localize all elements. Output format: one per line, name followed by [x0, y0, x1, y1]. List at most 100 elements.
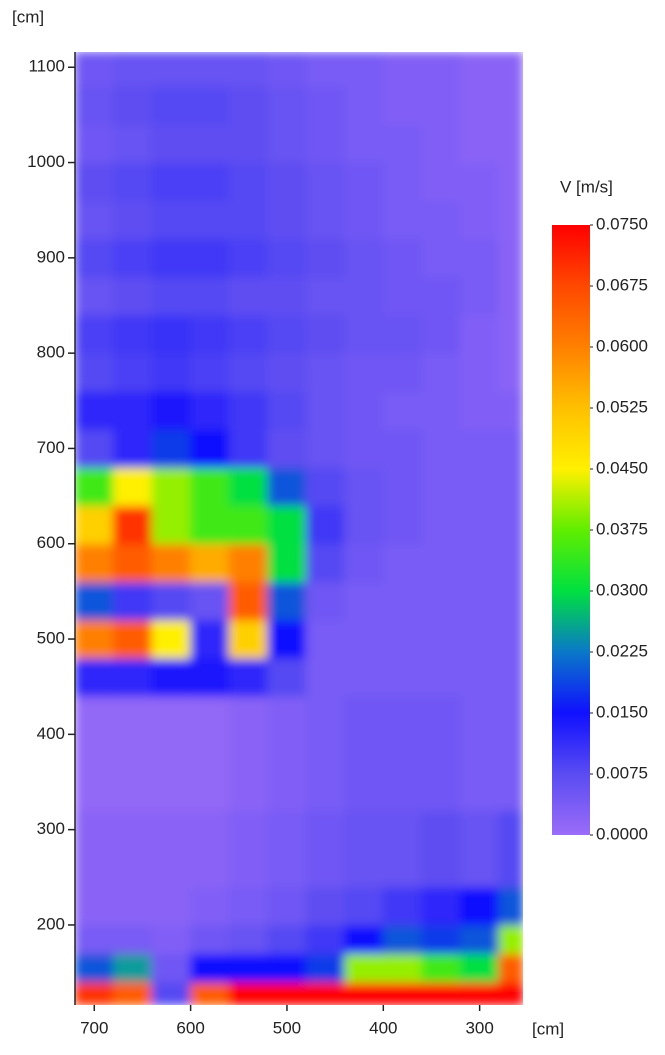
- heat-cell: [382, 505, 423, 545]
- heat-cell: [305, 162, 346, 202]
- heat-cell: [75, 924, 115, 955]
- heat-cell: [344, 581, 384, 621]
- heat-cell: [113, 953, 153, 983]
- heat-cell: [305, 85, 346, 125]
- heat-cell: [459, 238, 500, 278]
- heat-cell: [421, 981, 461, 1005]
- heat-cell: [151, 733, 192, 773]
- heat-cell: [498, 276, 523, 316]
- heat-cell: [421, 848, 461, 888]
- heat-cell: [113, 848, 153, 888]
- heat-cell: [459, 314, 500, 354]
- heat-cell: [382, 848, 423, 888]
- heat-cell: [267, 505, 307, 545]
- heat-cell: [344, 123, 384, 164]
- heat-cell: [267, 52, 307, 87]
- heat-cell: [75, 276, 115, 316]
- heat-cell: [151, 314, 192, 354]
- heat-cell: [344, 52, 384, 87]
- heat-cell: [151, 848, 192, 888]
- heat-cell: [344, 543, 384, 583]
- heat-cell: [305, 695, 346, 735]
- heat-cell: [344, 85, 384, 125]
- heat-cell: [267, 733, 307, 773]
- heat-cell: [421, 810, 461, 850]
- heat-cell: [113, 581, 153, 621]
- heat-cell: [344, 314, 384, 354]
- heat-cell: [228, 886, 269, 926]
- heat-cell: [113, 657, 153, 697]
- heat-cell: [113, 810, 153, 850]
- heat-cell: [382, 810, 423, 850]
- colorbar-tick-label: 0.0000: [596, 824, 648, 843]
- heat-cell: [459, 657, 500, 697]
- heat-cell: [267, 581, 307, 621]
- heat-cell: [421, 467, 461, 507]
- heat-cell: [305, 123, 346, 164]
- heat-cell: [498, 953, 523, 983]
- heat-cell: [344, 467, 384, 507]
- colorbar-tick-label: 0.0225: [596, 641, 648, 660]
- heat-cell: [459, 467, 500, 507]
- heat-cell: [151, 953, 192, 983]
- heat-cell: [498, 428, 523, 469]
- heat-cell: [459, 352, 500, 392]
- heat-cell: [344, 352, 384, 392]
- heat-cell: [190, 505, 230, 545]
- heat-cell: [382, 924, 423, 955]
- heat-cell: [228, 238, 269, 278]
- heat-cell: [151, 467, 192, 507]
- heat-cell: [228, 581, 269, 621]
- heat-cell: [498, 505, 523, 545]
- heat-cell: [498, 581, 523, 621]
- y-axis-label: [cm]: [12, 7, 44, 26]
- y-tick-label: 900: [37, 247, 65, 266]
- heat-cell: [459, 162, 500, 202]
- heat-cell: [421, 352, 461, 392]
- heat-cell: [113, 619, 153, 659]
- heat-cell: [267, 848, 307, 888]
- heat-cell: [113, 543, 153, 583]
- heat-cell: [305, 733, 346, 773]
- heat-cell: [498, 162, 523, 202]
- heat-cell: [344, 276, 384, 316]
- heat-cell: [228, 123, 269, 164]
- heat-cell: [75, 733, 115, 773]
- heat-cell: [267, 886, 307, 926]
- x-tick-label: 700: [80, 1018, 108, 1037]
- heat-cell: [113, 123, 153, 164]
- heat-cell: [267, 981, 307, 1005]
- heat-cell: [190, 85, 230, 125]
- heat-cell: [382, 953, 423, 983]
- heat-cell: [190, 543, 230, 583]
- heat-cell: [151, 771, 192, 812]
- heat-cell: [382, 123, 423, 164]
- heat-cell: [228, 543, 269, 583]
- colorbar-tick-label: 0.0750: [596, 214, 648, 233]
- heat-cell: [113, 238, 153, 278]
- heat-cell: [190, 238, 230, 278]
- heatmap-cells: [75, 52, 523, 1005]
- heat-cell: [190, 200, 230, 240]
- heat-cell: [498, 200, 523, 240]
- heat-cell: [421, 619, 461, 659]
- heat-cell: [382, 467, 423, 507]
- heat-cell: [228, 981, 269, 1005]
- heat-cell: [382, 352, 423, 392]
- heat-cell: [382, 581, 423, 621]
- heat-cell: [228, 467, 269, 507]
- heat-cell: [228, 953, 269, 983]
- heat-cell: [190, 733, 230, 773]
- heat-cell: [190, 467, 230, 507]
- heat-cell: [151, 162, 192, 202]
- heat-cell: [75, 123, 115, 164]
- heat-cell: [305, 543, 346, 583]
- heat-cell: [113, 505, 153, 545]
- heat-cell: [305, 352, 346, 392]
- heat-cell: [267, 428, 307, 469]
- heat-cell: [113, 733, 153, 773]
- heat-cell: [267, 657, 307, 697]
- heat-cell: [382, 314, 423, 354]
- heat-cell: [344, 619, 384, 659]
- y-tick-label: 700: [37, 438, 65, 457]
